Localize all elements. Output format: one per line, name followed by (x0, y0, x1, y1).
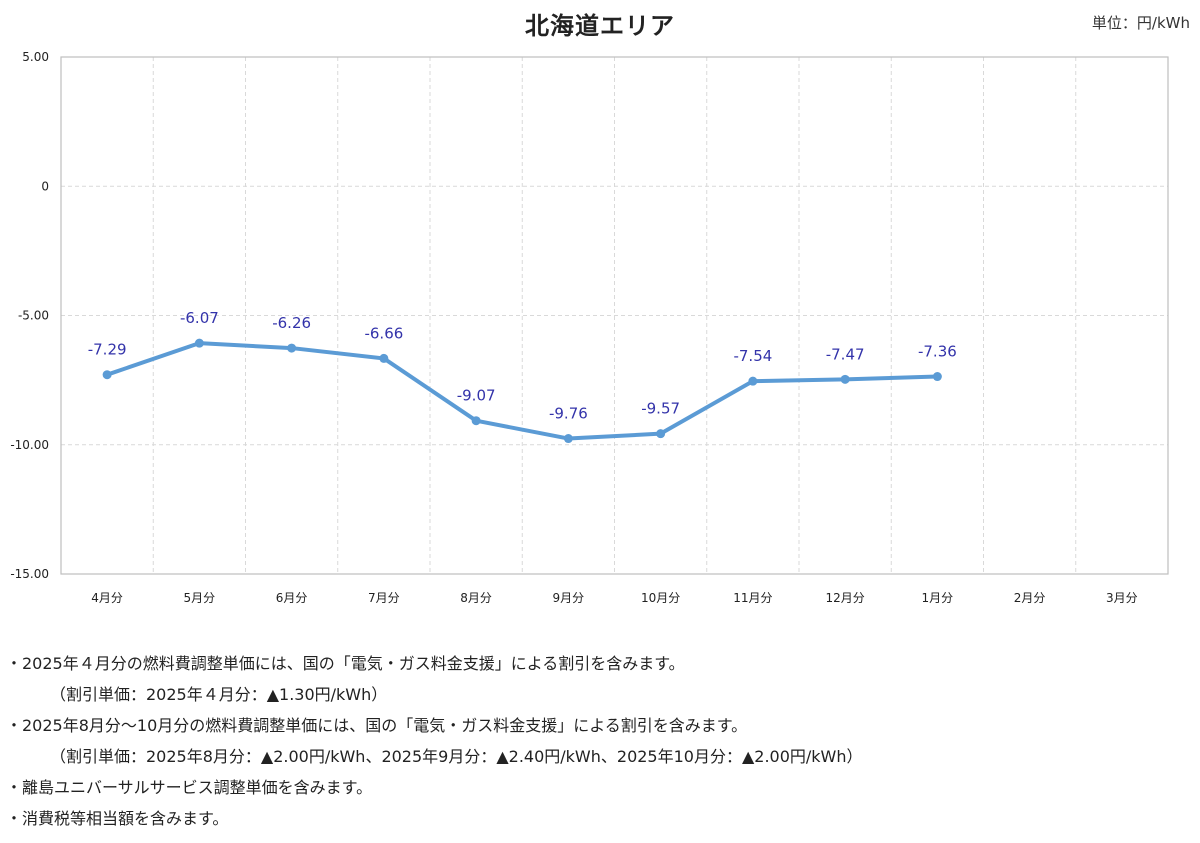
data-point (748, 376, 758, 386)
data-label: -6.66 (364, 324, 403, 342)
data-label: -7.47 (826, 345, 865, 363)
y-tick-label: -15.00 (10, 567, 49, 581)
chart-title: 北海道エリア (525, 12, 675, 40)
data-label: -6.26 (272, 314, 311, 332)
note-2-detail: （割引単価：2025年8月分：▲2.00円/kWh、2025年9月分：▲2.40… (50, 747, 863, 766)
data-point (840, 374, 850, 384)
note-1: ・2025年４月分の燃料費調整単価には、国の「電気・ガス料金支援」による割引を含… (6, 654, 685, 673)
note-1-detail: （割引単価：2025年４月分：▲1.30円/kWh） (50, 685, 388, 704)
data-point (102, 370, 112, 380)
x-tick-label: 10月分 (641, 591, 680, 605)
data-label: -7.54 (733, 347, 772, 365)
y-tick-label: -5.00 (18, 309, 49, 323)
x-tick-label: 3月分 (1106, 591, 1138, 605)
x-tick-label: 6月分 (276, 591, 308, 605)
data-point (932, 372, 942, 382)
data-label: -7.36 (918, 343, 957, 361)
y-tick-label: -10.00 (10, 438, 49, 452)
notes: ・2025年４月分の燃料費調整単価には、国の「電気・ガス料金支援」による割引を含… (6, 648, 863, 834)
x-tick-label: 8月分 (460, 591, 492, 605)
data-label: -9.57 (641, 400, 680, 418)
note-4: ・消費税等相当額を含みます。 (6, 809, 229, 828)
series-line (105, 341, 940, 441)
label-layer: -7.29 -6.07 -6.26 -6.66 -9.07 -9.76 -9.57 -7.54… (88, 309, 957, 422)
x-tick-label: 9月分 (553, 591, 585, 605)
data-label: -6.07 (180, 309, 219, 327)
y-tick-label: 5.00 (22, 50, 49, 64)
data-label: -7.29 (88, 341, 127, 359)
grid-layer (61, 56, 1168, 575)
x-tick-label: 7月分 (368, 591, 400, 605)
unit-label: 単位：円/kWh (1091, 14, 1190, 32)
data-point (194, 338, 204, 348)
data-point (656, 429, 666, 439)
y-tick-label: 0 (41, 179, 49, 193)
data-point (287, 343, 297, 353)
data-point (379, 353, 389, 363)
x-tick-label: 1月分 (922, 591, 954, 605)
data-label: -9.07 (457, 387, 496, 405)
data-label: -9.76 (549, 405, 588, 423)
series-layer (102, 338, 942, 444)
x-tick-label: 11月分 (733, 591, 772, 605)
data-point (471, 416, 481, 426)
plot-frame (60, 56, 1169, 575)
note-2: ・2025年8月分～10月分の燃料費調整単価には、国の「電気・ガス料金支援」によ… (6, 716, 748, 735)
line-chart: 5.00 0 -5.00 -10.00 -15.00 4月分 5月分 6月分 7月分 8月分 9月分… (10, 50, 1169, 605)
x-tick-label: 2月分 (1014, 591, 1046, 605)
note-3: ・離島ユニバーサルサービス調整単価を含みます。 (6, 778, 373, 797)
x-tick-label: 12月分 (825, 591, 864, 605)
axis-layer: 5.00 0 -5.00 -10.00 -15.00 4月分 5月分 6月分 7月分 8月分 9月分… (10, 50, 1169, 605)
x-tick-label: 5月分 (184, 591, 216, 605)
data-point (563, 434, 573, 444)
x-tick-label: 4月分 (91, 591, 123, 605)
